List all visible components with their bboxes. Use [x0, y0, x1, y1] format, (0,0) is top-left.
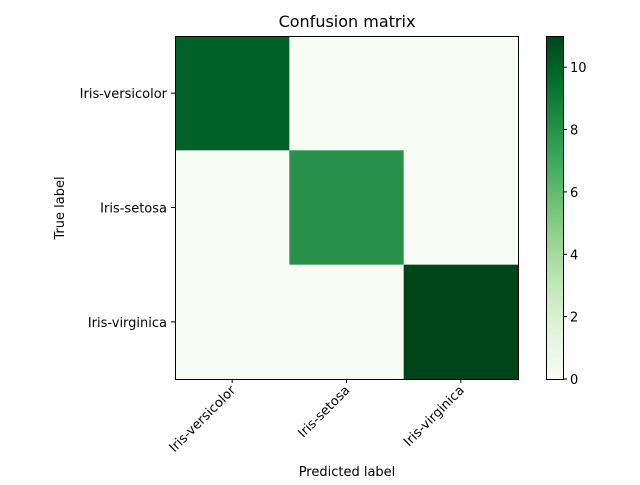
heatmap-cell-r0-c0	[175, 36, 290, 151]
heatmap-cell-r1-c1	[289, 150, 405, 266]
y-tick-label: Iris-virginica	[88, 316, 167, 331]
x-tick-label: Iris-virginica	[401, 383, 468, 450]
x-tick-label: Iris-versicolor	[167, 383, 240, 456]
heatmap-cell-r1-c2	[403, 150, 519, 266]
x-axis-label: Predicted label	[299, 465, 396, 480]
heatmap-cell-r2-c2	[403, 264, 519, 380]
y-tick-label: Iris-setosa	[100, 202, 167, 217]
heatmap-cell-r2-c1	[289, 264, 405, 380]
colorbar-ticks: 0 2 4 6 8 10	[563, 61, 587, 388]
y-axis-label: True label	[53, 176, 68, 240]
chart-title: Confusion matrix	[279, 12, 416, 31]
colorbar-frame	[546, 36, 564, 380]
y-axis-ticks: Iris-versicolor Iris-setosa Iris-virginica	[80, 87, 175, 331]
heatmap-cell-r0-c1	[289, 36, 405, 151]
heatmap-cell-r0-c2	[403, 36, 519, 151]
colorbar-tick-label: 6	[570, 186, 578, 201]
heatmap-cell-r1-c0	[175, 150, 290, 266]
colorbar-tick-label: 10	[570, 61, 587, 76]
colorbar-tick-label: 0	[570, 373, 578, 388]
colorbar	[546, 36, 563, 379]
x-tick-label: Iris-setosa	[295, 383, 353, 441]
colorbar-tick-label: 4	[570, 248, 578, 263]
heatmap-cells	[175, 36, 519, 380]
heatmap-cell-r2-c0	[175, 264, 290, 380]
colorbar-tick-label: 8	[570, 124, 578, 139]
y-tick-label: Iris-versicolor	[80, 87, 168, 102]
colorbar-tick-label: 2	[570, 311, 578, 326]
x-axis-ticks: Iris-versicolor Iris-setosa Iris-virginica	[167, 379, 468, 456]
